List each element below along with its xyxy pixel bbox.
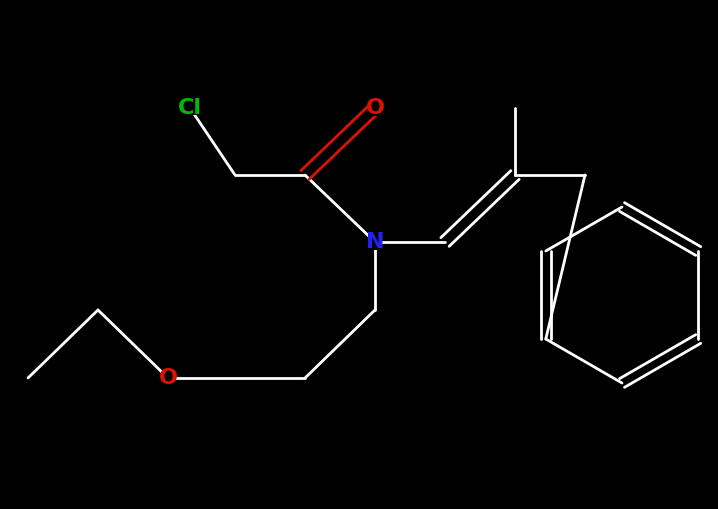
FancyBboxPatch shape [162,370,174,386]
Text: N: N [365,232,384,252]
FancyBboxPatch shape [368,234,381,250]
FancyBboxPatch shape [179,101,201,115]
FancyBboxPatch shape [368,100,381,117]
Text: Cl: Cl [178,98,202,118]
Text: O: O [365,98,385,118]
Text: O: O [159,368,177,388]
